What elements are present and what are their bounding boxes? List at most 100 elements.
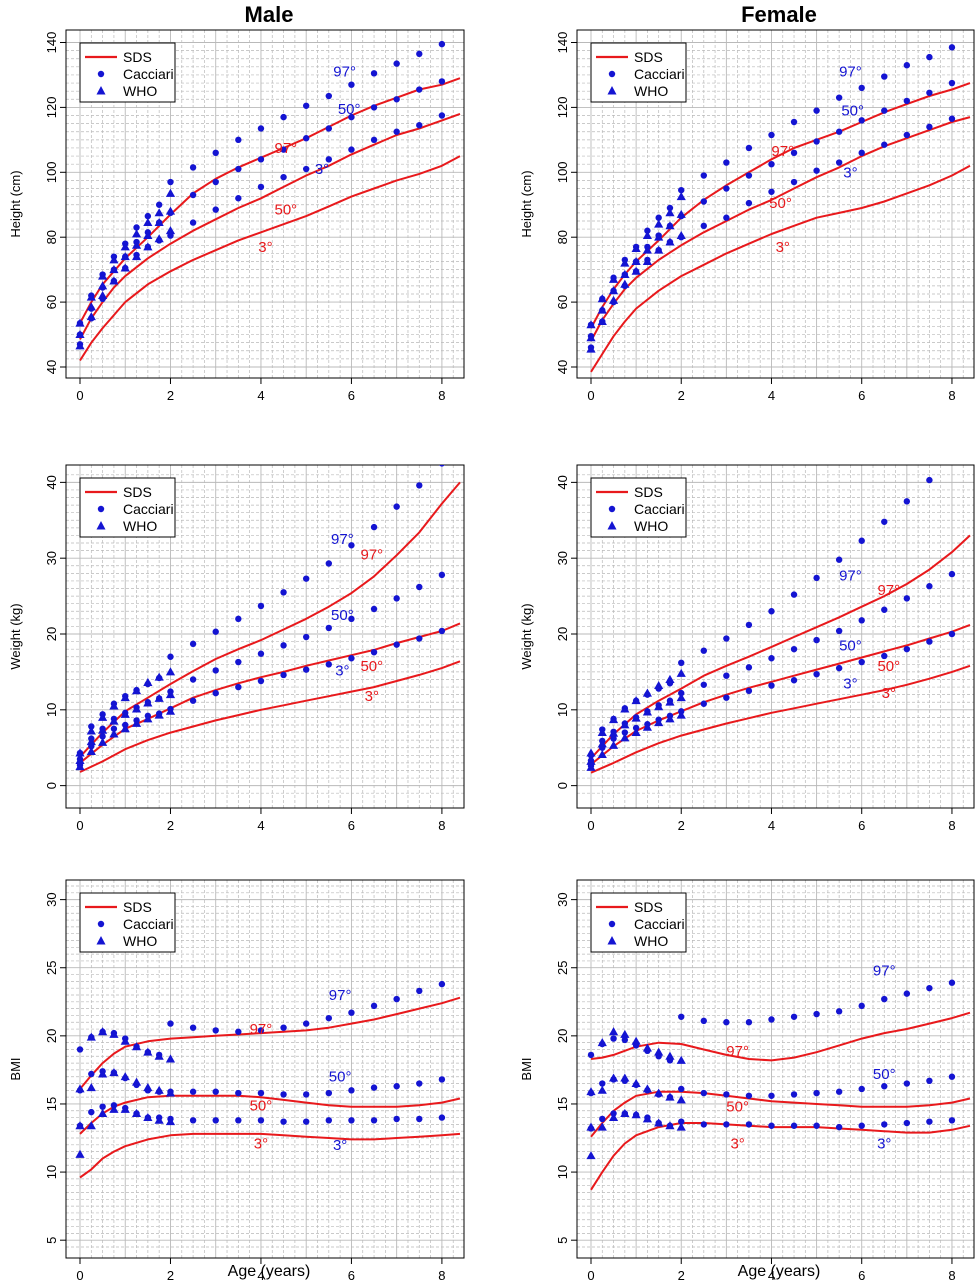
- percentile-annotation-ref: 3°: [315, 161, 329, 178]
- who-point-p97: [75, 318, 85, 327]
- x-axis-label-male: Age (years): [228, 1263, 311, 1280]
- percentile-annotation-sds: 3°: [730, 1135, 744, 1152]
- who-point-p50: [654, 1088, 664, 1097]
- who-point-p97: [631, 243, 641, 253]
- cacciari-point-p3: [835, 159, 843, 166]
- x-tick-label: 6: [348, 818, 355, 833]
- who-point-p50: [608, 286, 619, 295]
- column-title-female: Female: [741, 2, 817, 27]
- cacciari-point-p97: [678, 1013, 685, 1020]
- legend-swatch-who: [96, 86, 106, 95]
- cacciari-point-p97: [325, 92, 333, 100]
- sds-line-p97: [79, 996, 461, 1090]
- cacciari-point-p50: [768, 1092, 775, 1099]
- percentile-annotation-ref: 50°: [329, 1069, 352, 1086]
- cacciari-point-p97: [655, 214, 662, 221]
- who-point-p50: [154, 693, 164, 702]
- cacciari-point-p97: [881, 73, 888, 80]
- cacciari-point-p3: [212, 1117, 219, 1124]
- cacciari-point-p50: [348, 615, 355, 623]
- x-tick-label: 4: [257, 818, 264, 833]
- who-point-p50: [109, 265, 119, 274]
- who-point-p3: [143, 1112, 153, 1122]
- who-point-p50: [120, 709, 130, 718]
- who-point-p3: [586, 344, 596, 353]
- percentile-annotation-ref: 3°: [877, 1135, 891, 1152]
- cacciari-point-p97: [155, 201, 163, 208]
- cacciari-point-p50: [948, 1073, 956, 1080]
- cacciari-point-p97: [235, 136, 242, 144]
- x-tick-label: 0: [76, 818, 83, 833]
- who-point-p50: [120, 252, 130, 261]
- cacciari-point-p3: [393, 128, 400, 135]
- cacciari-point-p50: [257, 156, 265, 163]
- who-point-p97: [154, 672, 164, 681]
- who-point-p97: [86, 1032, 96, 1041]
- data-marks: [586, 456, 971, 774]
- percentile-annotation-sds: 97°: [250, 1021, 273, 1038]
- x-tick-label: 4: [768, 1268, 775, 1280]
- who-point-p3: [654, 1118, 664, 1127]
- who-point-p3: [120, 724, 130, 733]
- cacciari-point-p97: [393, 995, 400, 1003]
- cacciari-point-p3: [881, 652, 888, 660]
- who-point-p97: [654, 1047, 664, 1056]
- y-tick-label: 10: [555, 1165, 570, 1179]
- who-point-p3: [86, 312, 96, 321]
- cacciari-point-p97: [926, 53, 933, 61]
- who-point-p3: [654, 245, 664, 254]
- who-point-p3: [75, 762, 85, 771]
- legend-swatch-who: [607, 86, 617, 95]
- who-point-p3: [109, 276, 119, 285]
- cacciari-point-p97: [700, 172, 707, 179]
- cacciari-point-p50: [438, 571, 446, 579]
- cacciari-point-p97: [167, 1020, 174, 1027]
- cacciari-point-p3: [416, 122, 423, 129]
- cacciari-point-p3: [370, 136, 378, 144]
- legend-label-cacciari: Cacciari: [123, 916, 174, 932]
- y-axis-label: Height (cm): [8, 170, 23, 237]
- cacciari-point-p97: [416, 50, 423, 58]
- cacciari-point-p3: [438, 1114, 446, 1121]
- cacciari-point-p3: [768, 1122, 775, 1129]
- cacciari-point-p3: [948, 1117, 956, 1124]
- cacciari-point-p97: [835, 1008, 843, 1015]
- percentile-annotation-ref: 97°: [329, 987, 352, 1004]
- cacciari-point-p50: [926, 583, 933, 590]
- who-point-p50: [154, 217, 164, 227]
- cacciari-point-p3: [700, 700, 707, 707]
- legend-label-who: WHO: [123, 83, 157, 99]
- who-point-p3: [154, 1115, 164, 1124]
- cacciari-point-p3: [948, 630, 956, 638]
- column-title-male: Male: [245, 2, 294, 27]
- cacciari-point-p97: [348, 542, 355, 549]
- who-point-p50: [165, 206, 176, 215]
- cacciari-point-p97: [790, 118, 798, 126]
- who-point-p97: [642, 688, 652, 697]
- cacciari-point-p50: [302, 633, 310, 641]
- y-tick-label: 15: [555, 1097, 570, 1111]
- cacciari-point-p97: [949, 456, 955, 462]
- legend-label-cacciari: Cacciari: [634, 916, 685, 932]
- cacciari-point-p97: [700, 647, 707, 654]
- cacciari-point-p97: [393, 60, 400, 67]
- who-point-p97: [597, 1038, 607, 1047]
- cacciari-point-p3: [926, 638, 933, 645]
- legend-label-sds: SDS: [634, 899, 663, 915]
- cacciari-point-p50: [881, 1083, 888, 1090]
- who-point-p97: [165, 1054, 176, 1063]
- sds-line-p3: [590, 164, 971, 373]
- who-point-p50: [131, 1077, 142, 1086]
- x-tick-label: 2: [167, 1268, 174, 1280]
- cacciari-point-p50: [835, 1088, 843, 1095]
- cacciari-point-p97: [768, 131, 775, 139]
- cacciari-point-p50: [235, 658, 242, 666]
- cacciari-point-p3: [257, 1117, 265, 1124]
- cacciari-point-p50: [948, 79, 956, 87]
- cacciari-point-p50: [948, 570, 956, 578]
- cacciari-point-p3: [325, 1117, 333, 1124]
- cacciari-point-p97: [370, 70, 378, 77]
